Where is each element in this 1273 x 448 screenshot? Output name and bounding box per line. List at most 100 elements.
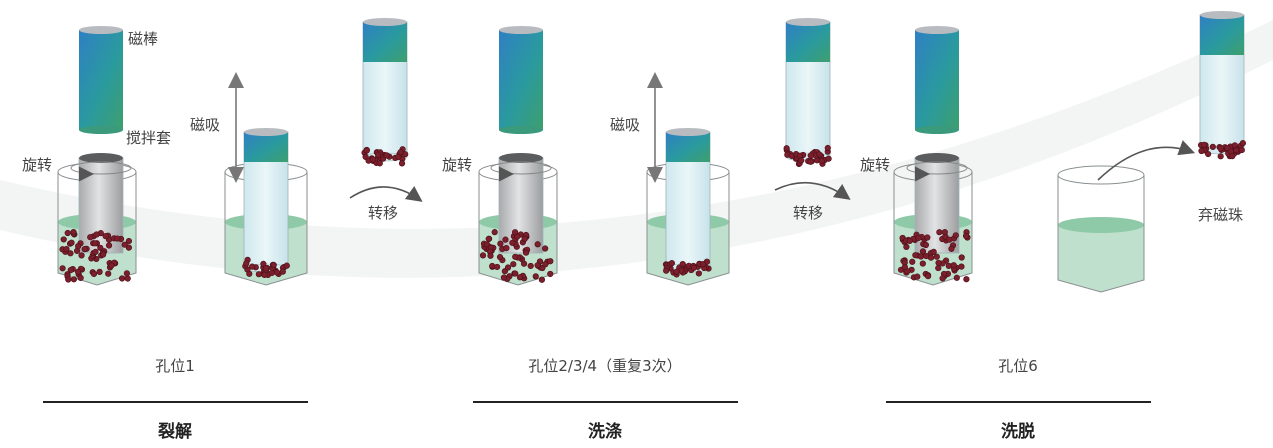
magnetic-bead [1231, 142, 1238, 149]
magnetic-bead [919, 248, 927, 255]
magnetic-bead [502, 236, 509, 243]
magnetic-bead [77, 274, 84, 282]
beads-dispersed-1 [59, 228, 132, 283]
magnetic-bead [807, 158, 814, 165]
magnetic-bead [935, 264, 942, 272]
magnetic-bead [262, 265, 270, 272]
magnetic-bead [512, 253, 519, 260]
magnetic-rod-body [363, 22, 407, 62]
magnetic-bead [376, 160, 383, 167]
magnetic-bead [933, 253, 940, 260]
magnetic-bead [485, 235, 492, 243]
step-title: 洗脱 [1001, 422, 1035, 442]
magnetic-bead [68, 239, 75, 246]
rotate-label-3: 旋转 [860, 156, 890, 174]
attract-label-2: 磁吸 [610, 116, 640, 134]
magnetic-bead [497, 240, 504, 247]
magnetic-bead [81, 246, 88, 253]
magnetic-bead [919, 260, 926, 267]
rotate-ring [70, 161, 132, 175]
magnetic-bead [547, 258, 554, 265]
discard-arrow [1097, 140, 1196, 181]
magnetic-bead [114, 235, 121, 242]
magnetic-rod-bottom [499, 126, 543, 134]
magnetic-bead [520, 260, 528, 267]
step-title: 洗涤 [588, 422, 622, 442]
magnetic-rod-bottom [79, 126, 123, 134]
magnetic-bead [105, 270, 112, 277]
magnetic-rod-bottom [915, 126, 959, 134]
magnetic-bead [283, 262, 290, 269]
magnetic-rod-top [363, 18, 407, 26]
rotate-ring [906, 161, 968, 175]
magnetic-bead [783, 145, 790, 152]
transfer-arrow-2 [774, 181, 851, 200]
section-wash: 孔位2/3/4（重复3次） 洗涤 [470, 355, 740, 442]
magnetic-bead [1201, 141, 1208, 148]
rod-sleeve-3 [362, 18, 408, 162]
well-label: 孔位2/3/4（重复3次） [528, 357, 682, 375]
magnetic-bead [818, 157, 825, 165]
rotate-indicator-2 [490, 161, 552, 182]
magnetic-bead [1217, 145, 1224, 152]
rod-sleeve-2 [243, 128, 289, 273]
magnetic-bead [906, 237, 913, 245]
magnetic-bead [494, 263, 501, 271]
magnetic-bead [246, 270, 253, 277]
magnetic-bead [695, 270, 702, 277]
magnetic-rod-top [915, 26, 959, 34]
magnetic-rod-7 [915, 26, 959, 134]
magnetic-rod-1 [79, 26, 123, 134]
magnetic-bead [917, 253, 925, 260]
magnetic-bead [123, 270, 130, 277]
magnetic-bead [108, 262, 115, 269]
magnetic-rod-body [786, 22, 830, 62]
magnetic-bead [512, 270, 519, 277]
magnetic-bead [487, 252, 494, 259]
rotate-indicator-1 [70, 161, 132, 182]
magnetic-bead [268, 269, 276, 277]
attract-label-1: 磁吸 [190, 116, 220, 134]
magnetic-bead [273, 269, 281, 276]
transfer-label-1: 转移 [368, 204, 398, 222]
magnetic-bead [914, 273, 921, 280]
magnetic-bead [930, 248, 937, 255]
beads-cluster-6 [783, 144, 832, 168]
magnetic-bead [90, 270, 98, 277]
magnetic-bead [383, 152, 390, 159]
magnetic-bead [538, 276, 546, 283]
magnetic-bead [500, 274, 508, 281]
magnetic-bead [59, 265, 66, 272]
magnetic-bead [824, 144, 831, 152]
magnetic-bead [547, 270, 554, 278]
magnetic-bead [912, 252, 919, 259]
magnetic-bead [370, 156, 377, 163]
magnetic-rod-body [666, 132, 710, 162]
magnetic-bead [521, 235, 528, 242]
magnetic-bead [363, 147, 370, 154]
magnetic-bead [249, 263, 256, 270]
magnetic-bead [255, 271, 262, 278]
rotate-indicator-3 [906, 161, 968, 182]
magnetic-bead [927, 254, 935, 261]
magnetic-rod-body [915, 30, 959, 130]
magnetic-bead [1239, 140, 1246, 147]
magnetic-bead [75, 243, 82, 250]
section-lysis: 孔位1 裂解 [40, 355, 310, 442]
magnetic-rod-4 [499, 26, 543, 134]
beaker-wall [57, 172, 137, 286]
stir-sleeve-label: 搅拌套 [126, 129, 171, 147]
magnetic-bead [958, 263, 965, 270]
magnetic-bead [1229, 153, 1236, 160]
stir-sleeve-top [915, 153, 959, 163]
magnetic-rod-body [499, 30, 543, 130]
magnetic-bead [958, 254, 965, 261]
section-elution: 孔位6 洗脱 [883, 355, 1153, 442]
magnetic-bead [70, 228, 77, 236]
magnetic-bead [87, 234, 94, 241]
stir-sleeve-top [79, 153, 123, 163]
magnetic-bead [97, 244, 104, 251]
magnetic-bead [922, 241, 929, 249]
beads-cluster-3 [361, 146, 409, 167]
